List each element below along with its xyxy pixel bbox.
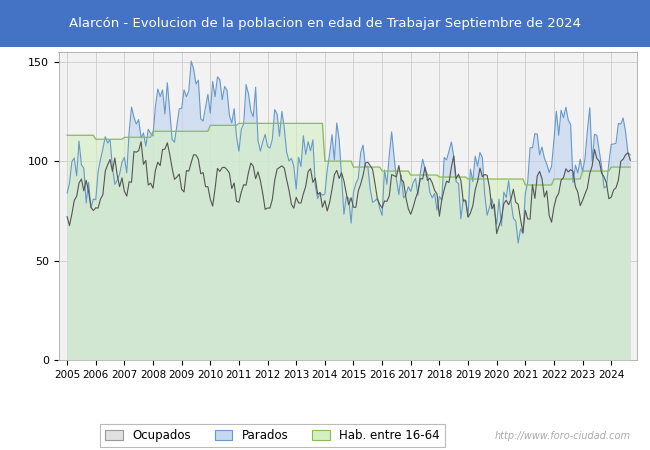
Text: Alarcón - Evolucion de la poblacion en edad de Trabajar Septiembre de 2024: Alarcón - Evolucion de la poblacion en e… xyxy=(69,17,581,30)
Legend: Ocupados, Parados, Hab. entre 16-64: Ocupados, Parados, Hab. entre 16-64 xyxy=(101,424,445,446)
Text: http://www.foro-ciudad.com: http://www.foro-ciudad.com xyxy=(495,431,630,441)
